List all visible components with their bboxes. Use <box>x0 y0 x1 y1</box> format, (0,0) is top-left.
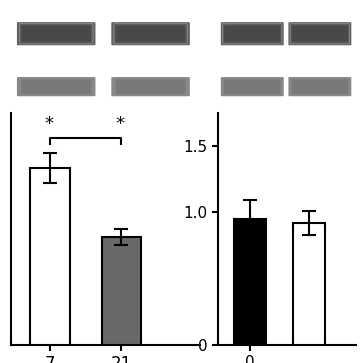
Bar <box>234 219 266 345</box>
Bar <box>102 237 141 345</box>
FancyBboxPatch shape <box>111 77 190 96</box>
FancyBboxPatch shape <box>21 25 91 42</box>
Text: *: * <box>44 115 53 134</box>
FancyBboxPatch shape <box>111 22 190 45</box>
FancyBboxPatch shape <box>21 79 91 94</box>
FancyBboxPatch shape <box>116 25 185 42</box>
Bar <box>30 168 70 345</box>
FancyBboxPatch shape <box>289 22 351 45</box>
FancyBboxPatch shape <box>224 79 281 94</box>
FancyBboxPatch shape <box>221 77 284 96</box>
FancyBboxPatch shape <box>289 77 351 96</box>
FancyBboxPatch shape <box>17 22 95 45</box>
FancyBboxPatch shape <box>221 22 284 45</box>
FancyBboxPatch shape <box>291 25 348 42</box>
FancyBboxPatch shape <box>224 25 281 42</box>
Text: *: * <box>115 115 125 134</box>
FancyBboxPatch shape <box>291 79 348 94</box>
FancyBboxPatch shape <box>17 77 95 96</box>
Bar <box>293 223 325 345</box>
FancyBboxPatch shape <box>116 79 185 94</box>
